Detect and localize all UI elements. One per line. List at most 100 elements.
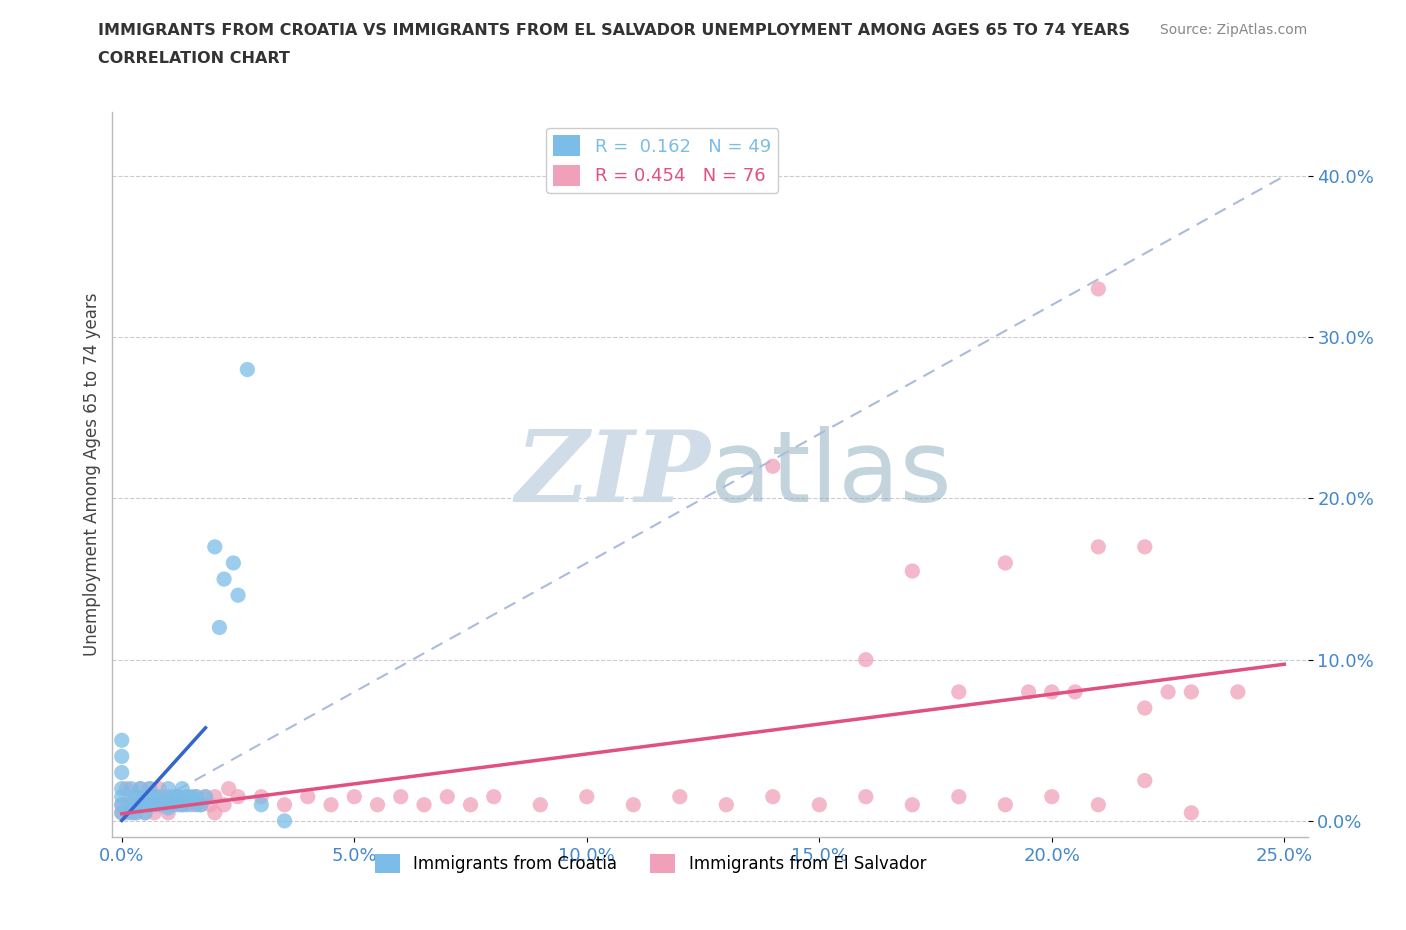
Point [762,790,785,804]
Point [172,797,194,812]
Point [218,781,240,796]
Text: Source: ZipAtlas.com: Source: ZipAtlas.com [1160,23,1308,37]
Point [157,781,180,796]
Point [157,794,180,809]
Point [148,790,170,804]
Point [180,790,202,804]
Point [111,805,134,820]
Point [1087,539,1109,554]
Point [297,790,319,804]
Point [143,797,166,812]
Point [176,790,198,804]
Text: CORRELATION CHART: CORRELATION CHART [98,51,290,66]
Point [138,781,160,796]
Point [901,564,924,578]
Point [129,781,152,796]
Point [172,781,194,796]
Point [157,801,180,816]
Point [1133,539,1156,554]
Point [152,797,174,812]
Point [111,805,134,820]
Point [901,797,924,812]
Point [115,781,138,796]
Point [716,797,738,812]
Point [120,805,142,820]
Point [212,572,235,587]
Point [621,797,644,812]
Point [389,790,412,804]
Point [134,805,156,820]
Point [111,733,134,748]
Point [226,588,249,603]
Point [166,797,188,812]
Point [994,555,1017,570]
Point [250,797,273,812]
Point [198,797,221,812]
Point [855,652,877,667]
Point [111,749,134,764]
Point [1133,773,1156,788]
Point [1180,684,1202,699]
Point [125,790,148,804]
Point [204,790,226,804]
Point [129,781,152,796]
Point [482,790,505,804]
Point [367,797,389,812]
Point [111,781,134,796]
Legend: Immigrants from Croatia, Immigrants from El Salvador: Immigrants from Croatia, Immigrants from… [368,847,932,880]
Point [186,797,208,812]
Point [148,781,170,796]
Point [190,797,212,812]
Point [176,790,198,804]
Point [125,790,148,804]
Point [808,797,831,812]
Point [162,797,184,812]
Point [138,781,160,796]
Point [1087,282,1109,297]
Point [194,790,217,804]
Point [460,797,482,812]
Point [212,797,235,812]
Point [111,765,134,780]
Point [343,790,366,804]
Point [319,797,342,812]
Point [152,790,174,804]
Point [143,790,166,804]
Point [111,797,134,812]
Point [129,797,152,812]
Point [138,797,160,812]
Text: atlas: atlas [710,426,952,523]
Point [111,797,134,812]
Point [134,797,156,812]
Point [226,790,249,804]
Point [1087,797,1109,812]
Point [762,458,785,473]
Point [134,790,156,804]
Text: ZIP: ZIP [515,426,710,523]
Point [166,790,188,804]
Point [180,797,202,812]
Point [162,790,184,804]
Point [1180,805,1202,820]
Text: IMMIGRANTS FROM CROATIA VS IMMIGRANTS FROM EL SALVADOR UNEMPLOYMENT AMONG AGES 6: IMMIGRANTS FROM CROATIA VS IMMIGRANTS FR… [98,23,1130,38]
Point [1133,700,1156,715]
Point [134,805,156,820]
Point [208,620,231,635]
Point [948,790,970,804]
Point [143,805,166,820]
Point [148,797,170,812]
Point [120,797,142,812]
Point [273,797,295,812]
Point [129,797,152,812]
Point [111,790,134,804]
Point [194,790,217,804]
Point [138,797,160,812]
Point [120,781,142,796]
Point [236,362,259,377]
Point [436,790,458,804]
Point [994,797,1017,812]
Point [125,805,148,820]
Point [1226,684,1249,699]
Point [669,790,692,804]
Y-axis label: Unemployment Among Ages 65 to 74 years: Unemployment Among Ages 65 to 74 years [83,293,101,656]
